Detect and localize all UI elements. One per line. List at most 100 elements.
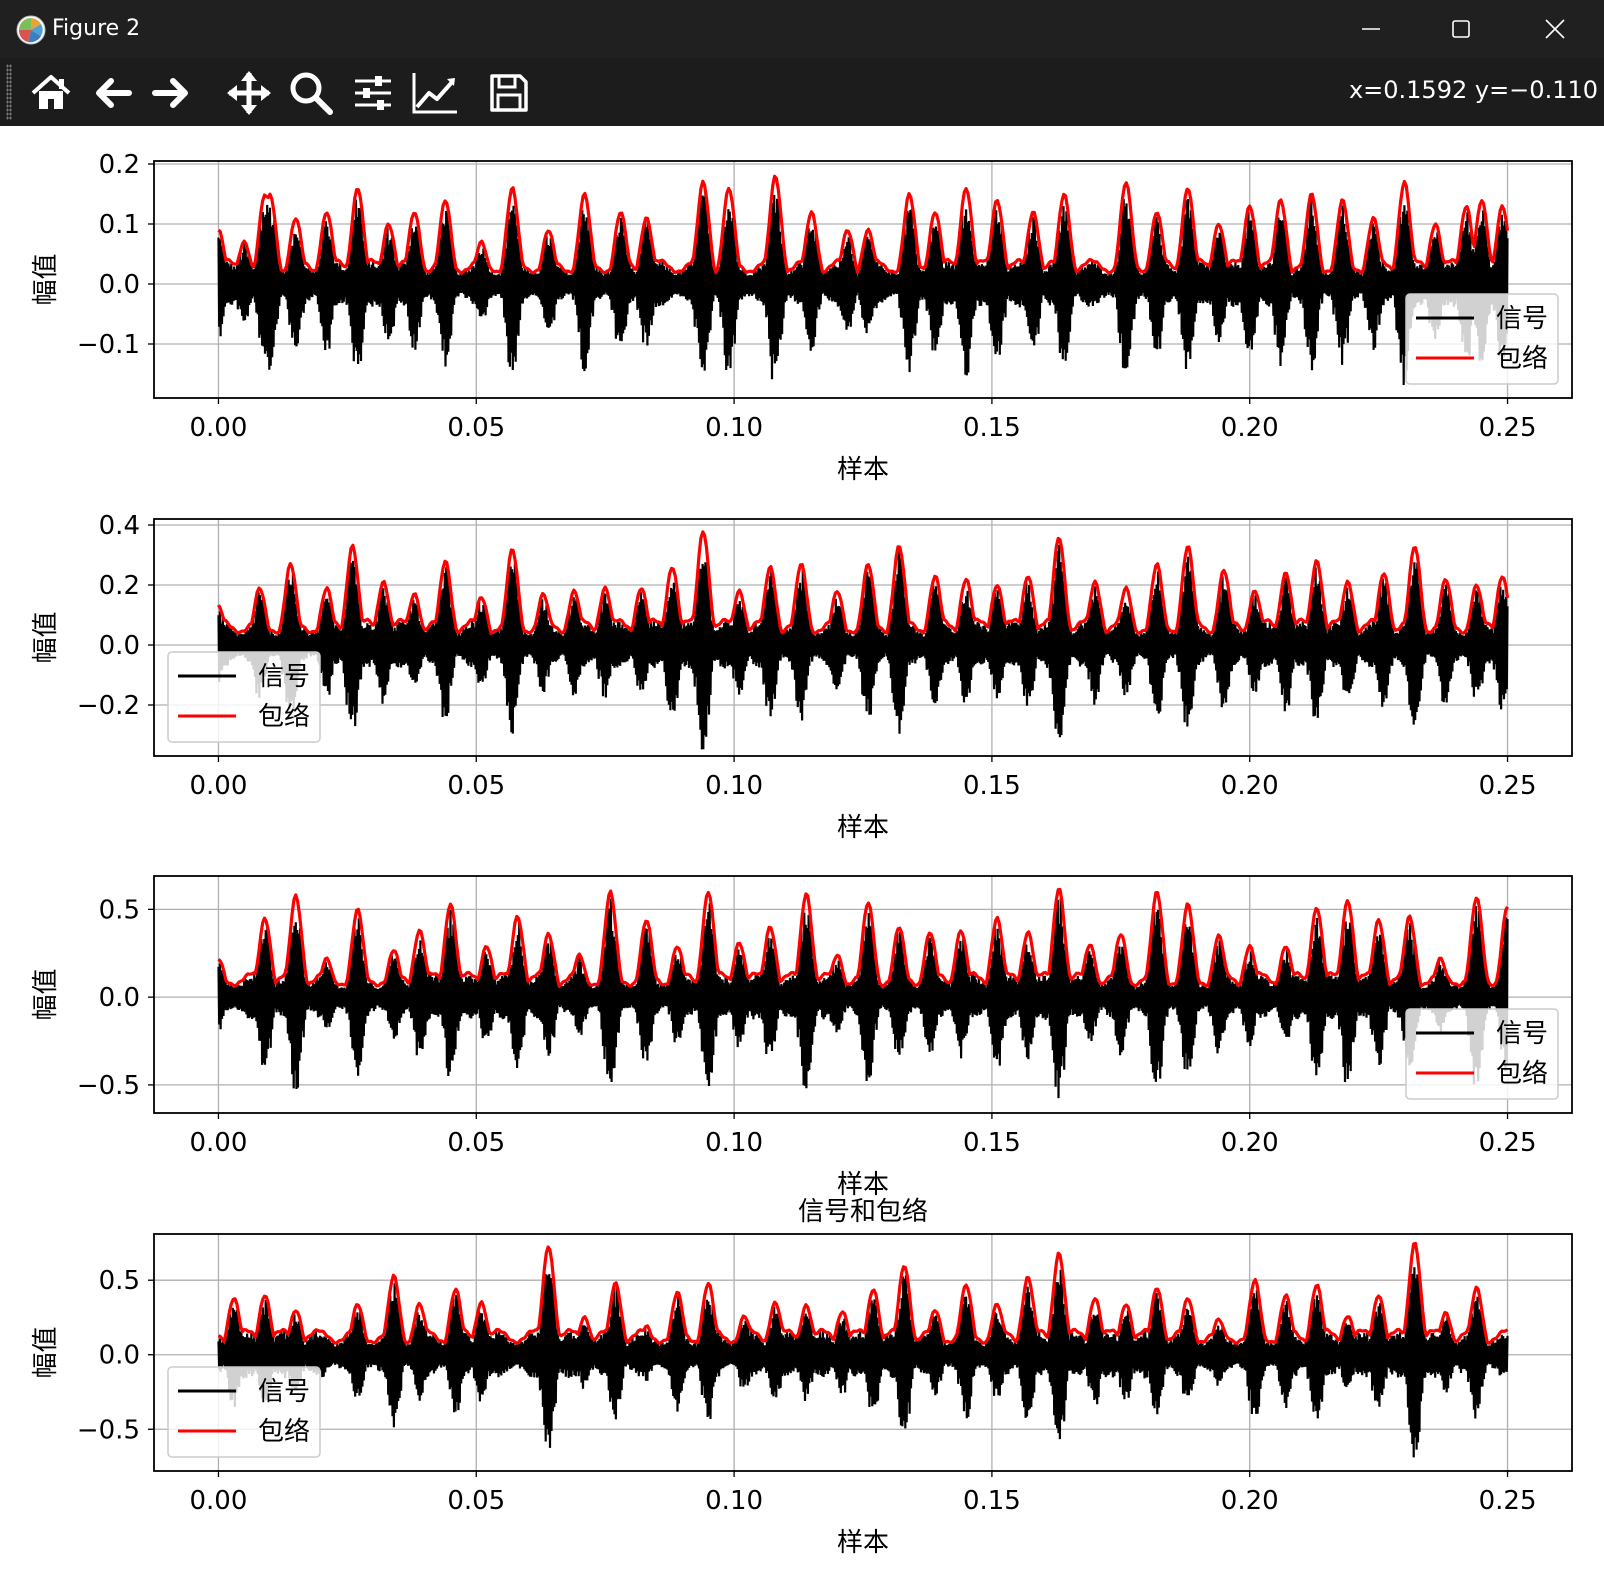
x-tick-label: 0.25 bbox=[1479, 771, 1537, 801]
home-icon bbox=[31, 75, 71, 109]
matplotlib-logo-icon bbox=[16, 15, 46, 45]
x-axis-label: 样本 bbox=[837, 1170, 889, 1200]
y-axis-label: 幅值 bbox=[31, 968, 61, 1020]
zoom-button[interactable] bbox=[284, 66, 338, 120]
magnifier-icon bbox=[290, 72, 333, 115]
subplot-2: 0.00 0.05 0.10 0.15 0.20 0.25 −0.2 0.0 0.2 0.4 样本 幅… bbox=[31, 511, 1573, 843]
axes-frame bbox=[153, 1233, 1573, 1472]
x-tick-label: 0.05 bbox=[447, 413, 505, 443]
x-tick-label: 0.00 bbox=[190, 1486, 248, 1516]
x-tick-label: 0.00 bbox=[190, 1128, 248, 1158]
y-tick-label: 0.0 bbox=[99, 631, 140, 661]
window-title: Figure 2 bbox=[52, 16, 141, 41]
y-tick-label: 0.0 bbox=[99, 1341, 140, 1371]
y-tick-label: 0.4 bbox=[99, 511, 140, 541]
x-axis-label: 样本 bbox=[837, 1528, 889, 1558]
legend-signal-label: 信号 bbox=[1496, 1019, 1548, 1049]
y-tick-label: 0.2 bbox=[99, 571, 140, 601]
x-tick-label: 0.25 bbox=[1479, 1128, 1537, 1158]
subplots-button[interactable] bbox=[346, 66, 400, 120]
home-button[interactable] bbox=[24, 66, 78, 120]
y-axis-label: 幅值 bbox=[31, 611, 61, 663]
sliders-icon bbox=[355, 76, 391, 110]
x-tick-label: 0.00 bbox=[190, 771, 248, 801]
title-bar: Figure 2 bbox=[0, 0, 1604, 58]
y-axis-label: 幅值 bbox=[31, 253, 61, 305]
legend-envelope-label: 包络 bbox=[258, 702, 310, 732]
subplot-1: 0.00 0.05 0.10 0.15 0.20 0.25 −0.1 0.0 0.1 0.2 样本 幅… bbox=[31, 150, 1573, 485]
edit-axes-button[interactable] bbox=[408, 66, 462, 120]
x-tick-label: 0.25 bbox=[1479, 1486, 1537, 1516]
x-tick-label: 0.10 bbox=[705, 771, 763, 801]
y-tick-label: 0.2 bbox=[99, 150, 140, 180]
save-button[interactable] bbox=[482, 66, 536, 120]
x-tick-label: 0.05 bbox=[447, 771, 505, 801]
x-tick-label: 0.15 bbox=[963, 1486, 1021, 1516]
cursor-coordinates: x=0.1592 y=−0.110 bbox=[1348, 76, 1598, 104]
envelope-line bbox=[217, 530, 1510, 635]
toolbar-grip[interactable] bbox=[6, 64, 12, 120]
arrow-right-icon bbox=[152, 78, 188, 108]
pan-button[interactable] bbox=[222, 66, 276, 120]
legend-signal-label: 信号 bbox=[258, 1377, 310, 1407]
forward-button[interactable] bbox=[144, 66, 198, 120]
x-tick-label: 0.15 bbox=[963, 413, 1021, 443]
legend-signal-label: 信号 bbox=[258, 662, 310, 692]
axes-frame bbox=[153, 518, 1573, 757]
x-tick-label: 0.20 bbox=[1221, 1486, 1279, 1516]
x-tick-label: 0.20 bbox=[1221, 1128, 1279, 1158]
y-tick-label: −0.5 bbox=[77, 1071, 140, 1101]
legend-envelope-label: 包络 bbox=[258, 1417, 310, 1447]
x-tick-label: 0.00 bbox=[190, 413, 248, 443]
x-tick-label: 0.05 bbox=[447, 1128, 505, 1158]
x-axis-label: 样本 bbox=[837, 813, 889, 843]
y-tick-label: 0.1 bbox=[99, 210, 140, 240]
minimize-button[interactable] bbox=[1326, 0, 1416, 58]
y-tick-label: 0.5 bbox=[99, 1266, 140, 1296]
legend-envelope-label: 包络 bbox=[1496, 1059, 1548, 1089]
navigation-toolbar: x=0.1592 y=−0.110 bbox=[0, 58, 1604, 126]
x-tick-label: 0.15 bbox=[963, 1128, 1021, 1158]
figure-canvas[interactable]: 0.00 0.05 0.10 0.15 0.20 0.25 −0.1 0.0 0.1 0.2 样本幅… bbox=[0, 126, 1604, 1573]
legend-envelope-label: 包络 bbox=[1496, 344, 1548, 374]
floppy-icon bbox=[490, 74, 528, 112]
chart-title: 信号和包络 bbox=[798, 1197, 928, 1227]
x-tick-label: 0.10 bbox=[705, 413, 763, 443]
legend-signal-label: 信号 bbox=[1496, 304, 1548, 334]
close-button[interactable] bbox=[1510, 0, 1600, 58]
move-icon bbox=[227, 71, 271, 115]
x-tick-label: 0.15 bbox=[963, 771, 1021, 801]
x-tick-label: 0.20 bbox=[1221, 413, 1279, 443]
envelope-line bbox=[217, 1241, 1509, 1345]
axes-frame bbox=[153, 875, 1573, 1114]
arrow-left-icon bbox=[96, 78, 132, 108]
x-tick-label: 0.20 bbox=[1221, 771, 1279, 801]
x-tick-label: 0.10 bbox=[705, 1486, 763, 1516]
y-tick-label: −0.5 bbox=[77, 1415, 140, 1445]
y-tick-label: −0.2 bbox=[77, 691, 140, 721]
envelope-line bbox=[217, 174, 1510, 275]
x-tick-label: 0.05 bbox=[447, 1486, 505, 1516]
y-tick-label: 0.5 bbox=[99, 895, 140, 925]
y-tick-label: 0.0 bbox=[99, 270, 140, 300]
maximize-button[interactable] bbox=[1416, 0, 1506, 58]
subplot-3: 0.00 0.05 0.10 0.15 0.20 0.25 −0.5 0.0 0.5 样本 幅值信号… bbox=[31, 875, 1573, 1200]
figure-svg: 0.00 0.05 0.10 0.15 0.20 0.25−0.10.00.10.2样本幅… bbox=[31, 150, 1573, 1558]
back-button[interactable] bbox=[86, 66, 140, 120]
maximize-icon bbox=[1452, 20, 1470, 38]
y-axis-label: 幅值 bbox=[31, 1326, 61, 1378]
minimize-icon bbox=[1362, 28, 1380, 30]
x-tick-label: 0.25 bbox=[1479, 413, 1537, 443]
x-tick-label: 0.10 bbox=[705, 1128, 763, 1158]
y-tick-label: −0.1 bbox=[77, 330, 140, 360]
x-axis-label: 样本 bbox=[837, 455, 889, 485]
axes-frame bbox=[153, 160, 1573, 399]
close-icon bbox=[1545, 19, 1565, 39]
subplot-4: 0.00 0.05 0.10 0.15 0.20 0.25−0.50.00.5样本幅值信号… bbox=[31, 1197, 1573, 1558]
line-chart-icon bbox=[412, 73, 457, 114]
